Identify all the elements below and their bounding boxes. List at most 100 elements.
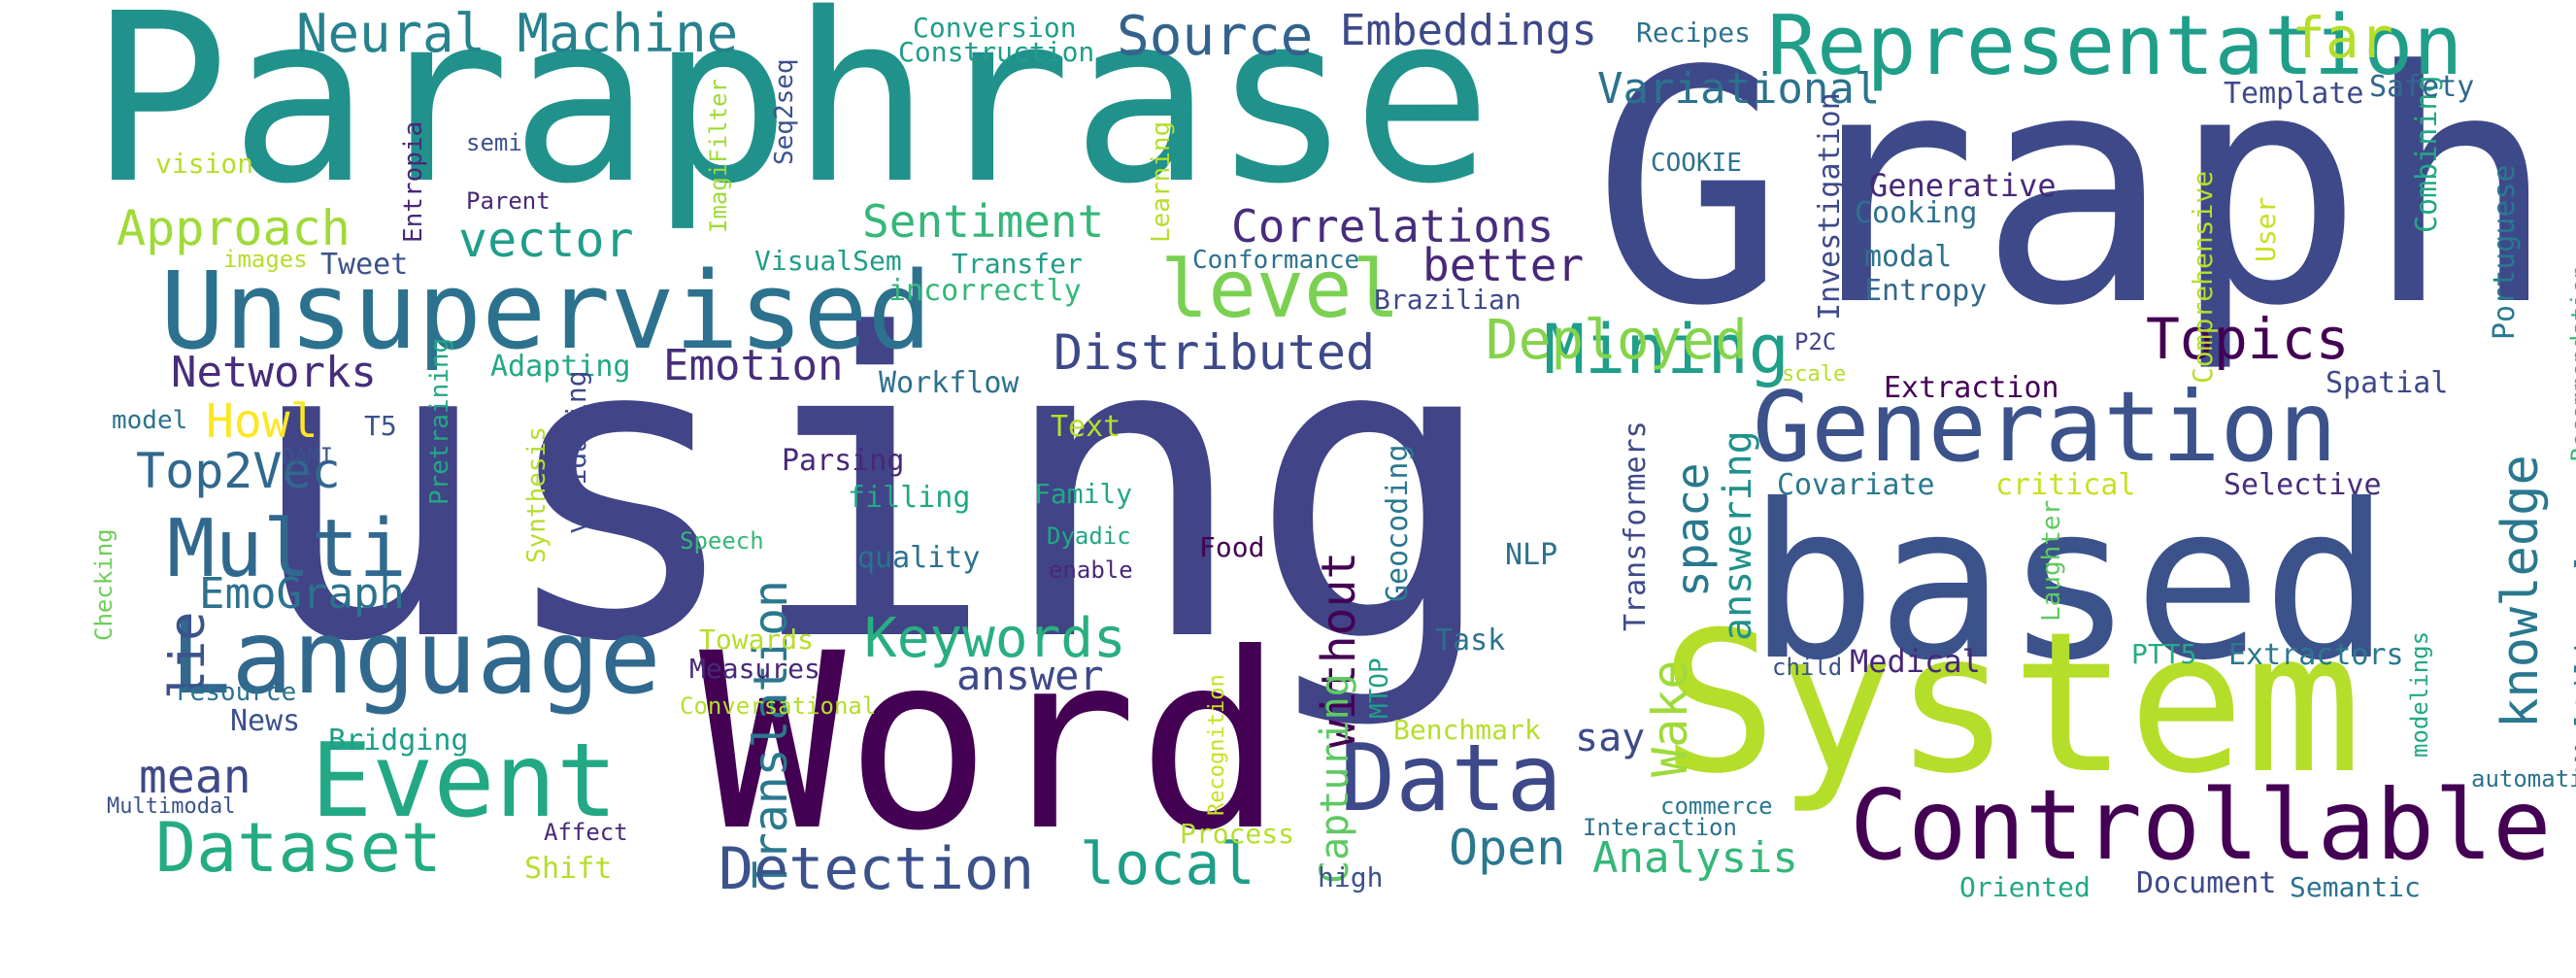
- word-variational: Variational: [1597, 64, 1881, 114]
- word-controllable: Controllable: [1850, 768, 2552, 882]
- word-validating: validating: [560, 370, 592, 534]
- word-medical: Medical: [1850, 643, 1981, 680]
- word-dami: DAMI: [282, 445, 333, 469]
- word-distributed: Distributed: [1054, 324, 1376, 381]
- word-towards: Towards: [699, 624, 815, 656]
- word-generation: Generation: [1753, 370, 2338, 484]
- word-better: better: [1422, 239, 1585, 291]
- word-quality: quality: [857, 541, 981, 575]
- word-generative: Generative: [1869, 167, 2057, 204]
- word-extractors: Extractors: [2228, 638, 2404, 672]
- word-child: child: [1772, 654, 1843, 681]
- word-data: Data: [1340, 725, 1562, 832]
- word-semi: semi: [466, 129, 522, 156]
- word-capturing: Capturing: [1313, 673, 1357, 884]
- word-vision: vision: [155, 148, 254, 180]
- word-say: say: [1575, 716, 1646, 760]
- word-source: Source: [1117, 5, 1314, 68]
- word-analysis: Analysis: [1592, 833, 1798, 883]
- word-nlp: NLP: [1505, 538, 1558, 572]
- word-news: News: [230, 704, 301, 738]
- word-far: far: [2292, 5, 2393, 71]
- word-ptt5: PTT5: [2131, 638, 2197, 670]
- word-parsing: Parsing: [782, 444, 905, 478]
- word-transformers: Transformers: [1619, 421, 1653, 631]
- word-checking: Checking: [90, 528, 117, 641]
- word-workflow: Workflow: [879, 366, 1020, 400]
- word-modal: modal: [1864, 240, 1953, 274]
- word-measures: Measures: [689, 653, 820, 685]
- word-family: Family: [1034, 478, 1133, 510]
- word-sentiment: Sentiment: [862, 195, 1105, 248]
- word-benchmark: Benchmark: [1393, 714, 1541, 746]
- word-multi: Multi: [167, 503, 407, 595]
- word-event: Event: [311, 722, 619, 840]
- word-multimodal: Multimodal: [107, 794, 236, 819]
- word-embeddings: Embeddings: [1340, 6, 1597, 55]
- word-answer: answer: [956, 652, 1104, 699]
- word-knowledge: knowledge: [2492, 455, 2550, 728]
- word-t5: T5: [364, 410, 397, 442]
- word-neural-machine: Neural Machine: [296, 3, 739, 64]
- word-graph: Graph: [1592, 3, 2558, 376]
- word-process: Process: [1180, 818, 1295, 850]
- word-word: Word: [699, 601, 1285, 884]
- word-model: model: [112, 406, 188, 435]
- word-bridging: Bridging: [328, 724, 469, 758]
- word-resource: resource: [175, 678, 297, 707]
- word-keywords: Keywords: [864, 607, 1126, 670]
- word-transfer: Transfer: [952, 248, 1083, 280]
- word-recommendation: Recommendation: [2566, 264, 2576, 461]
- word-recipes: Recipes: [1636, 17, 1752, 49]
- word-using: using: [243, 248, 1500, 733]
- word-commerce: commerce: [1660, 793, 1773, 820]
- word-brazilian: Brazilian: [1374, 284, 1522, 316]
- word-entropia: Entropia: [399, 120, 428, 243]
- word-automatic: automatic: [2471, 765, 2576, 793]
- word-synthesis: Synthesis: [522, 426, 552, 563]
- word-entropy: Entropy: [1864, 274, 1988, 308]
- word-geocoding: Geocoding: [1381, 444, 1415, 602]
- word-selective: Selective: [2224, 468, 2382, 502]
- word-construction: Construction: [898, 36, 1095, 68]
- word-p2c: P2C: [1794, 328, 1837, 355]
- word-recognition: Recognition: [1205, 674, 1229, 816]
- word-enable: enable: [1049, 556, 1133, 584]
- word-scale: scale: [1782, 362, 1847, 387]
- word-pretraining: Pretraining: [425, 337, 454, 505]
- word-interaction: Interaction: [1583, 814, 1737, 841]
- word-images: images: [223, 246, 308, 273]
- word-mtop: MTOP: [1365, 658, 1394, 719]
- word-semantic: Semantic: [2290, 871, 2421, 903]
- word-open: Open: [1449, 820, 1566, 876]
- word-shift: Shift: [524, 852, 613, 886]
- word-affect: Affect: [544, 819, 628, 846]
- word-representation: Representation: [1767, 0, 2463, 94]
- word-adapting: Adapting: [490, 350, 631, 384]
- word-system: System: [1660, 590, 2362, 817]
- word-mean: mean: [139, 750, 251, 804]
- word-emograph: EmoGraph: [199, 569, 405, 619]
- word-based: based: [1748, 458, 2392, 707]
- word-paraphrase: Paraphrase: [89, 0, 1492, 235]
- word-oriented: Oriented: [1959, 871, 2091, 903]
- word-task: Task: [1435, 624, 1506, 658]
- word-deployed: Deployed: [1486, 309, 1748, 372]
- word-conversational: Conversational: [680, 692, 877, 720]
- word-emotion: Emotion: [663, 341, 844, 390]
- word-modelings: modelings: [2406, 630, 2433, 758]
- word-covariate: Covariate: [1777, 468, 1935, 502]
- word-dataset: Dataset: [155, 808, 443, 888]
- word-detection: Detection: [719, 835, 1035, 903]
- word-seq2seq: Seq2seq: [770, 58, 799, 165]
- word-cookie: COOKIE: [1651, 149, 1742, 178]
- word-vector: vector: [458, 212, 634, 268]
- word-dyadic: Dyadic: [1047, 523, 1131, 550]
- word-filling: filling: [848, 481, 971, 515]
- word-portuguese: Portuguese: [2488, 164, 2522, 340]
- word-high: high: [1318, 861, 1384, 894]
- word-mining: Mining: [1544, 310, 1790, 389]
- word-imagifilter: ImagiFilter: [705, 79, 732, 233]
- word-howl: Howl: [206, 394, 318, 449]
- word-cooking: Cooking: [1855, 196, 1978, 230]
